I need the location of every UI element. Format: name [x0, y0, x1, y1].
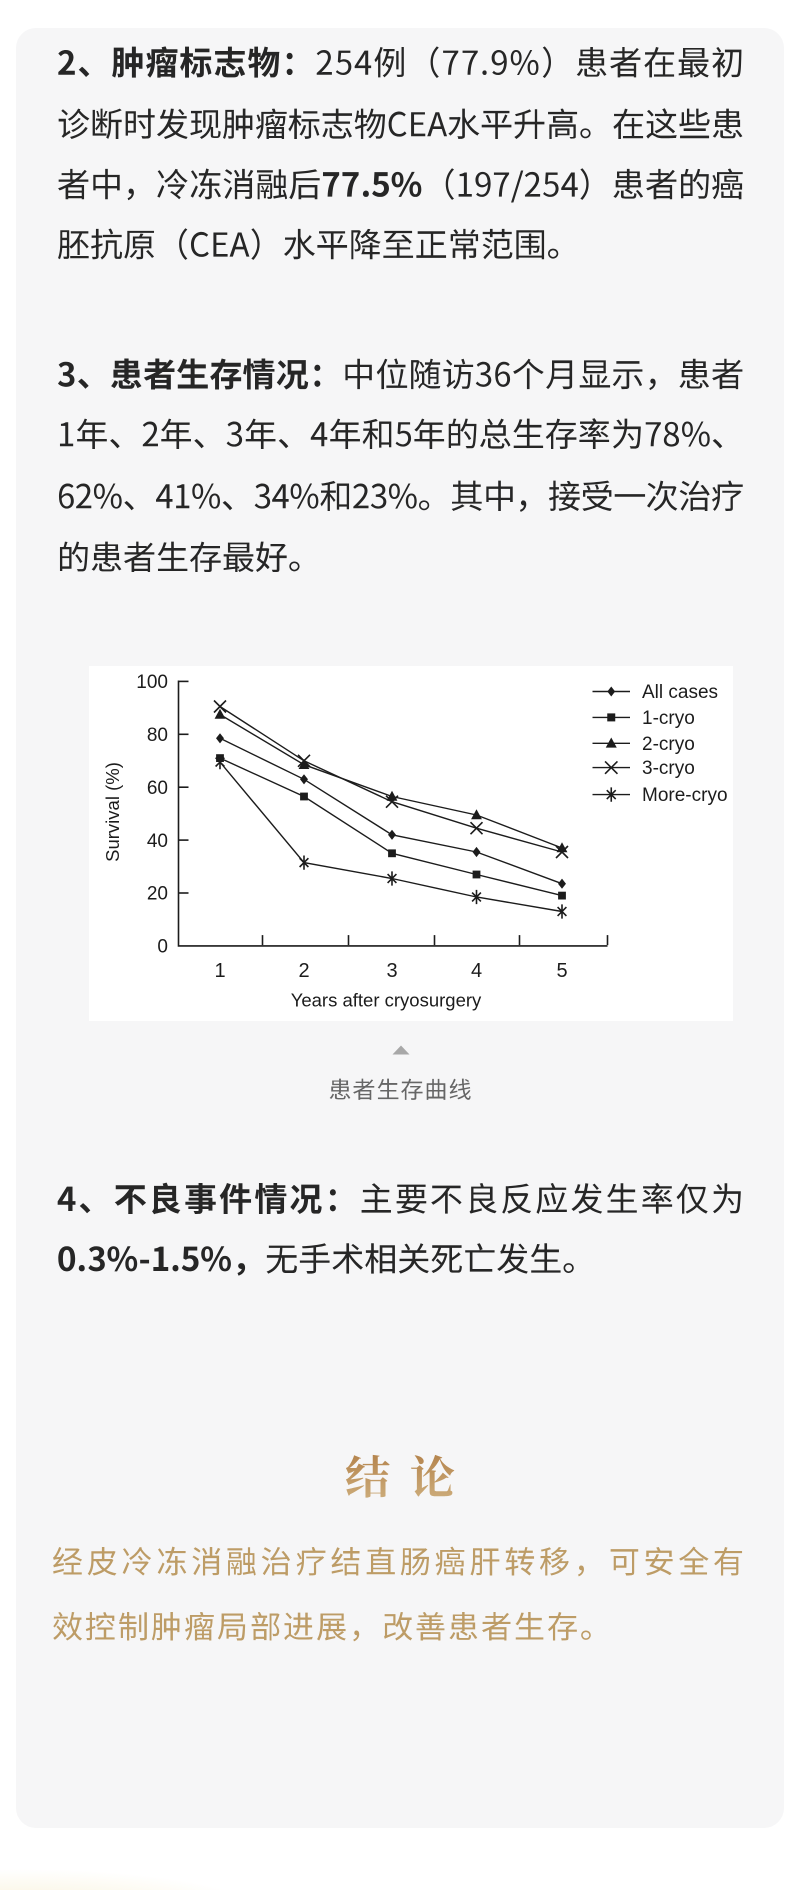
- svg-text:1: 1: [214, 960, 225, 982]
- svg-text:0: 0: [157, 937, 168, 958]
- svg-text:Years after cryosurgery: Years after cryosurgery: [291, 990, 482, 1011]
- svg-text:3: 3: [386, 960, 397, 982]
- svg-text:3-cryo: 3-cryo: [642, 758, 695, 779]
- svg-text:4: 4: [471, 960, 482, 982]
- svg-text:20: 20: [147, 884, 168, 905]
- svg-text:Survival (%): Survival (%): [102, 762, 123, 862]
- svg-text:80: 80: [147, 725, 168, 746]
- svg-text:2-cryo: 2-cryo: [642, 734, 695, 755]
- svg-text:1-cryo: 1-cryo: [642, 708, 695, 729]
- svg-text:All cases: All cases: [642, 682, 718, 703]
- svg-text:60: 60: [147, 778, 168, 799]
- svg-text:More-cryo: More-cryo: [642, 785, 728, 806]
- svg-text:40: 40: [147, 831, 168, 852]
- svg-text:5: 5: [556, 960, 567, 982]
- svg-text:2: 2: [298, 960, 309, 982]
- svg-text:100: 100: [136, 672, 168, 693]
